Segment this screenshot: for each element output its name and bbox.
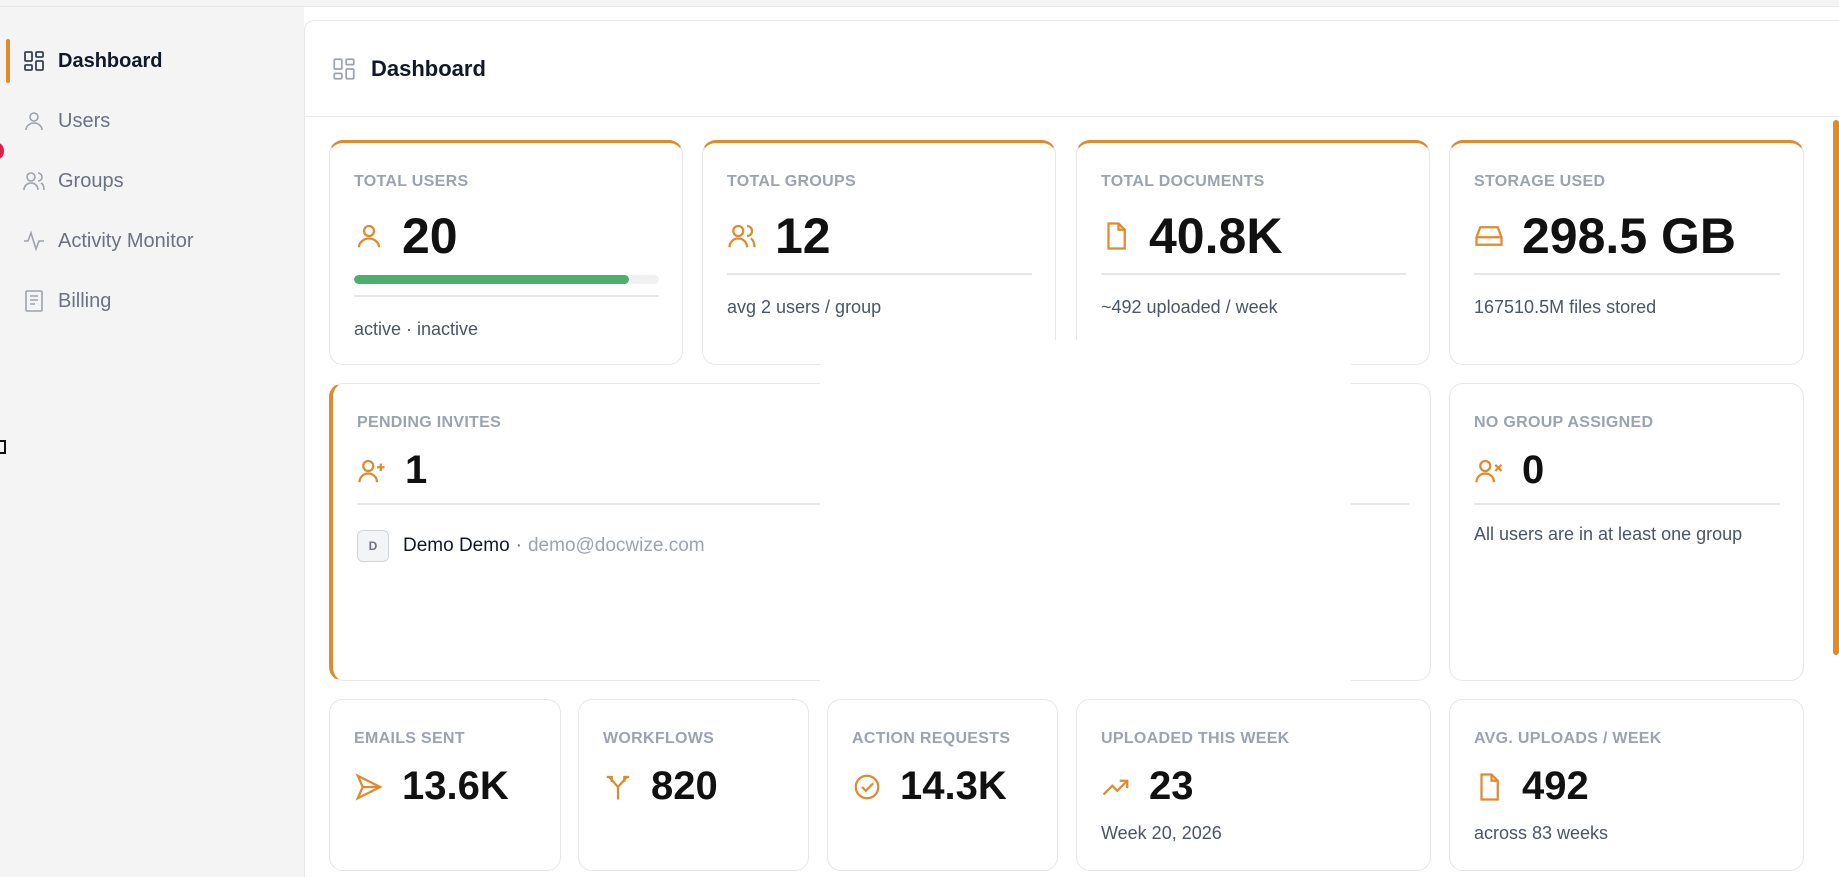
uploaded-week-value: 23 [1149,764,1194,808]
activity-icon [22,229,46,253]
workflows-card: WORKFLOWS 820 [578,699,809,871]
total-groups-card: TOTAL GROUPS 12 avg 2 users / group [702,140,1056,365]
user-plus-icon [357,456,387,486]
uploaded-week-card: UPLOADED THIS WEEK 23 Week 20, 2026 [1076,699,1431,871]
action-requests-card: ACTION REQUESTS 14.3K [827,699,1058,871]
sidebar-item-label: Dashboard [58,49,163,72]
card-label: AVG. UPLOADS / WEEK [1474,730,1662,747]
sidebar-item-label: Groups [58,169,124,192]
card-label: STORAGE USED [1474,173,1606,190]
total-groups-sub: avg 2 users / group [727,297,882,317]
users-icon [727,221,757,251]
card-label: PENDING INVITES [357,414,502,431]
uploaded-week-sub: Week 20, 2026 [1101,823,1222,843]
active-users-progress [354,275,659,284]
total-documents-card: TOTAL DOCUMENTS 40.8K ~492 uploaded / we… [1076,140,1430,365]
sidebar-item-label: Billing [58,289,112,312]
total-documents-sub: ~492 uploaded / week [1101,297,1278,317]
emails-sent-value: 13.6K [402,764,509,808]
storage-used-value: 298.5 GB [1522,208,1737,264]
invite-email[interactable]: demo@docwize.com [527,535,705,556]
no-group-sub: All users are in at least one group [1474,524,1743,544]
invite-row[interactable]: D Demo Demo · demo@docwize.com [357,530,705,562]
pending-invites-value: 1 [405,448,428,492]
hard-drive-icon [1474,221,1504,251]
sidebar-item-activity-monitor[interactable]: Activity Monitor [6,215,296,267]
card-label: NO GROUP ASSIGNED [1474,414,1654,431]
send-icon [354,772,384,802]
storage-used-sub: 167510.5M files stored [1474,297,1657,317]
check-circle-icon [852,772,882,802]
users-icon [22,169,46,193]
dashboard-grid-icon [22,49,46,73]
document-icon [1474,772,1504,802]
user-x-icon [1474,456,1504,486]
sidebar-item-label: Activity Monitor [58,229,194,252]
avg-uploads-sub: across 83 weeks [1474,823,1609,843]
sidebar-item-billing[interactable]: Billing [6,275,296,327]
card-label: UPLOADED THIS WEEK [1101,730,1290,747]
total-users-card: TOTAL USERS 20 active · inactive [329,140,683,365]
total-documents-value: 40.8K [1149,208,1283,264]
blank-overlay [820,340,1351,682]
total-users-sub: active · inactive [354,319,479,339]
avatar: D [357,530,389,562]
invite-separator: · [515,535,522,556]
emails-sent-card: EMAILS SENT 13.6K [329,699,561,871]
storage-used-card: STORAGE USED 298.5 GB 167510.5M files st… [1449,140,1804,365]
card-label: EMAILS SENT [354,730,465,747]
user-icon [354,221,384,251]
sidebar-item-users[interactable]: Users [6,95,296,147]
card-label: ACTION REQUESTS [852,730,1011,747]
avg-uploads-value: 492 [1522,764,1589,808]
page-header: Dashboard [305,21,1839,117]
dashboard-grid-icon [331,56,357,82]
invite-name: Demo Demo [403,535,510,556]
card-label: TOTAL DOCUMENTS [1101,173,1265,190]
total-users-value: 20 [402,208,458,264]
card-label: TOTAL USERS [354,173,469,190]
notification-dot [0,143,4,159]
collapse-handle[interactable] [0,440,6,454]
avg-uploads-card: AVG. UPLOADS / WEEK 492 across 83 weeks [1449,699,1804,871]
card-label: TOTAL GROUPS [727,173,856,190]
workflows-value: 820 [651,764,718,808]
sidebar-item-dashboard[interactable]: Dashboard [6,35,296,87]
page-title: Dashboard [371,55,486,81]
card-label: WORKFLOWS [603,730,715,747]
scrollbar-thumb[interactable] [1833,120,1839,655]
total-groups-value: 12 [775,208,831,264]
user-icon [22,109,46,133]
no-group-value: 0 [1522,448,1545,492]
action-requests-value: 14.3K [900,764,1007,808]
sidebar-item-groups[interactable]: Groups [6,155,296,207]
receipt-icon [22,289,46,313]
window-top-strip [0,0,1839,7]
document-icon [1101,221,1131,251]
sidebar-item-label: Users [58,109,111,132]
sidebar: Dashboard Users Groups Activity Monitor … [0,7,304,877]
no-group-card: NO GROUP ASSIGNED 0 All users are in at … [1449,383,1804,681]
trending-up-icon [1101,772,1131,802]
git-branch-icon [603,772,633,802]
